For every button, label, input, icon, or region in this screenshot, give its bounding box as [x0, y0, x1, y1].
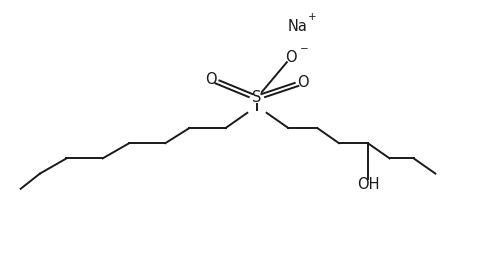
Text: OH: OH — [356, 177, 378, 193]
Text: −: − — [299, 44, 308, 54]
Text: Na: Na — [287, 19, 307, 34]
Text: S: S — [252, 90, 261, 105]
Text: O: O — [296, 75, 308, 90]
Text: O: O — [205, 72, 216, 87]
Text: O: O — [284, 50, 296, 65]
Text: +: + — [307, 12, 316, 22]
